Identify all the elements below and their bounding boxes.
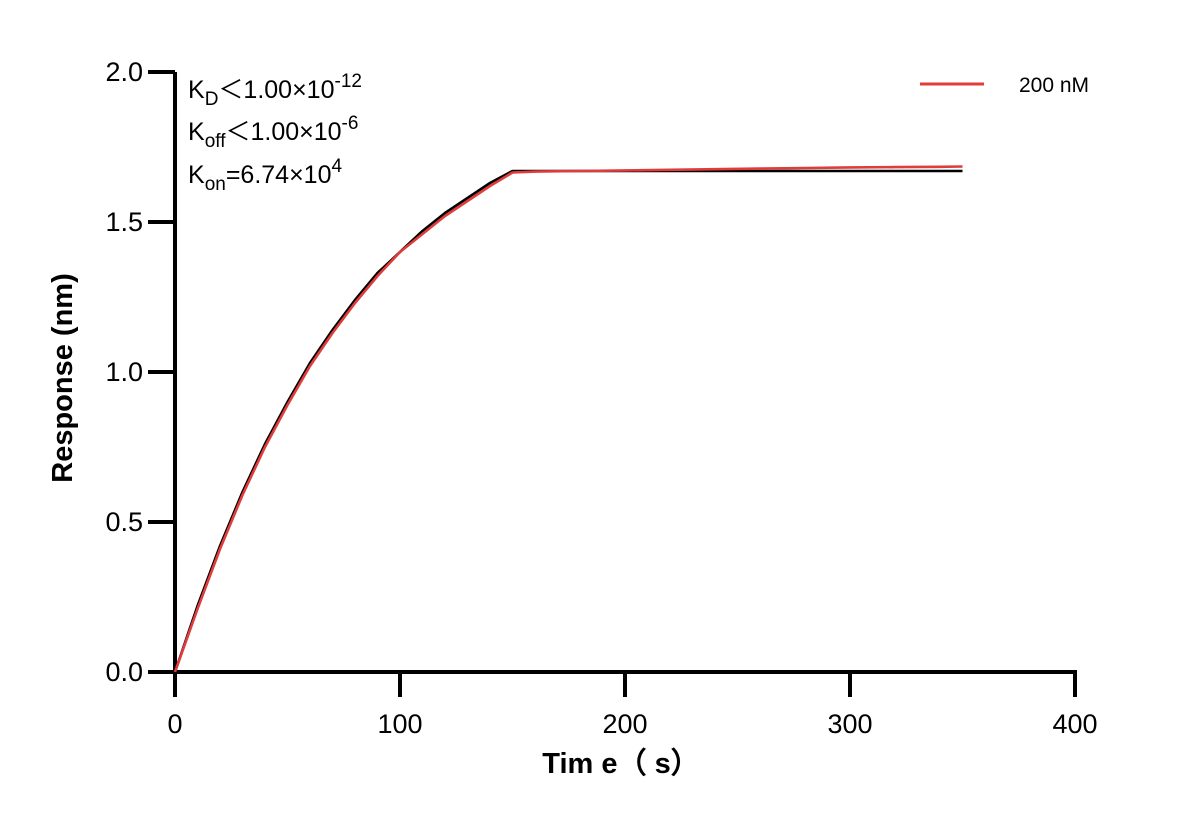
y-tick-label: 2.0 bbox=[105, 57, 143, 87]
kon-annotation: Kon=6.74×104 bbox=[188, 156, 343, 195]
koff-rest: ＜1.00×10 bbox=[225, 118, 341, 146]
y-axis-ticks: 0.0 0.5 1.0 1.5 2.0 bbox=[105, 57, 175, 687]
kd-annotation: KD＜1.00×10-12 bbox=[188, 71, 362, 110]
x-axis-title: Tim e（ s） bbox=[542, 747, 699, 780]
kd-k: K bbox=[188, 76, 205, 104]
series-layer bbox=[173, 165, 963, 673]
kd-sup: -12 bbox=[335, 71, 362, 92]
kon-k: K bbox=[188, 161, 205, 189]
kon-sup: 4 bbox=[332, 156, 343, 177]
x-tick-label: 0 bbox=[167, 709, 182, 739]
legend: 200 nM bbox=[920, 74, 1089, 97]
y-axis-title: Response (nm) bbox=[47, 273, 79, 482]
koff-sub: off bbox=[205, 131, 227, 152]
koff-k: K bbox=[188, 118, 205, 146]
kon-rest: =6.74×10 bbox=[226, 161, 332, 189]
x-tick-label: 300 bbox=[827, 709, 872, 739]
x-tick-label: 200 bbox=[602, 709, 647, 739]
x-tick-label: 400 bbox=[1052, 709, 1097, 739]
y-tick-label: 0.5 bbox=[105, 507, 143, 537]
y-tick-label: 1.0 bbox=[105, 357, 143, 387]
koff-sup: -6 bbox=[342, 113, 359, 134]
fit-line bbox=[173, 169, 963, 673]
koff-annotation: Koff＜1.00×10-6 bbox=[188, 113, 358, 152]
y-tick-label: 1.5 bbox=[105, 207, 143, 237]
legend-label-200nm: 200 nM bbox=[1019, 74, 1089, 97]
kon-sub: on bbox=[205, 174, 226, 195]
kd-sub: D bbox=[205, 89, 219, 110]
x-axis-ticks: 0 100 200 300 400 bbox=[167, 672, 1098, 739]
y-tick-label: 0.0 bbox=[105, 657, 143, 687]
series-line-200nm bbox=[173, 165, 963, 673]
kd-rest: ＜1.00×10 bbox=[218, 76, 334, 104]
x-tick-label: 100 bbox=[377, 709, 422, 739]
